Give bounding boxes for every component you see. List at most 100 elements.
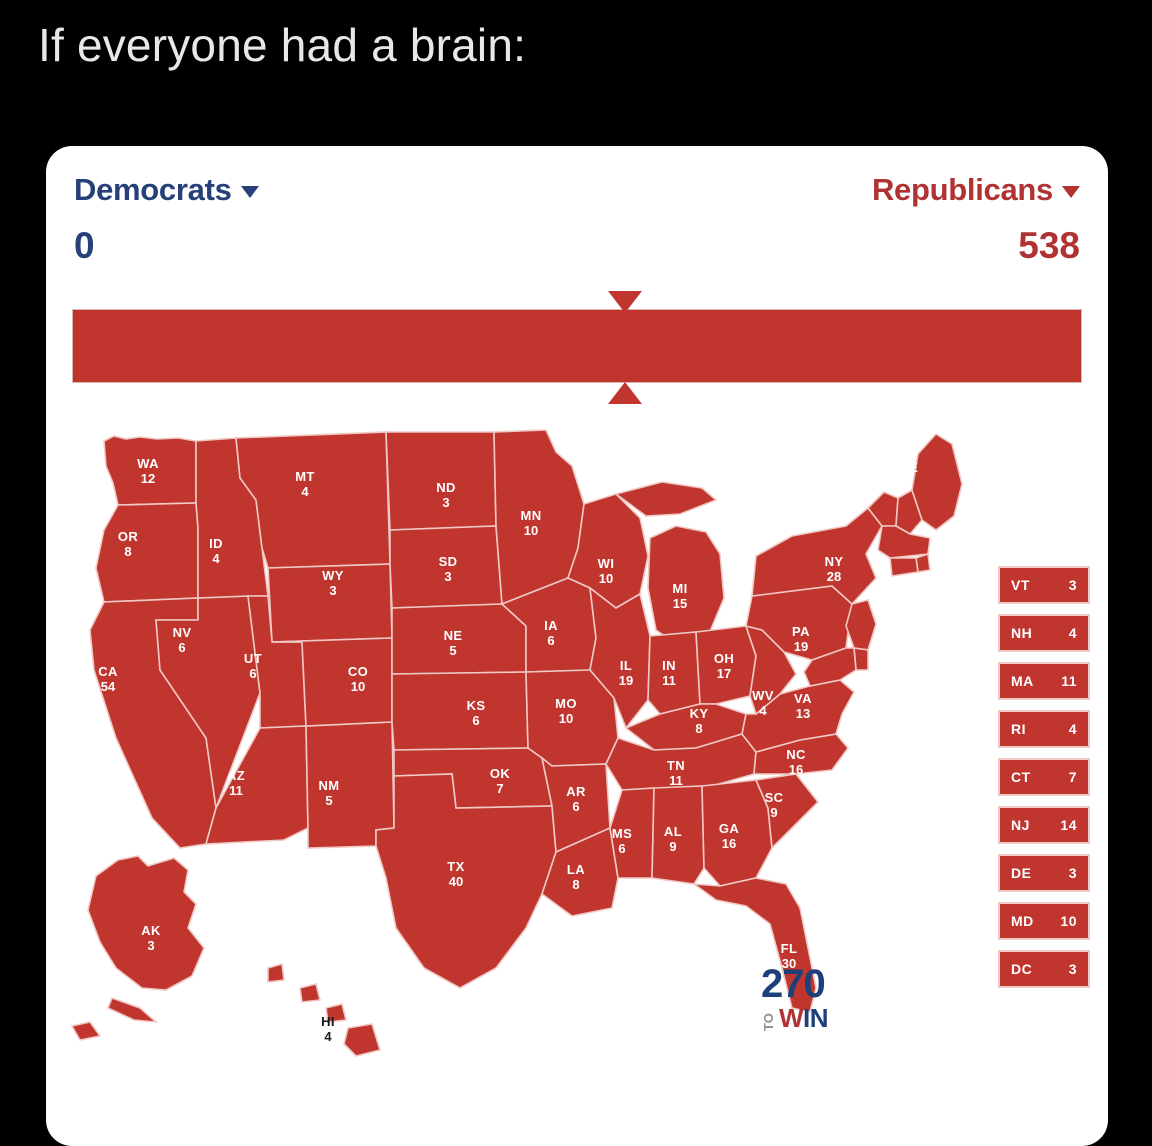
state-ks[interactable]: [391, 671, 529, 751]
legend-abbr-md: MD: [1011, 913, 1034, 929]
state-wa[interactable]: [103, 435, 197, 506]
logo-bottom-row: TO WIN: [761, 1005, 881, 1031]
state-abbr-wy: WY: [322, 568, 344, 583]
state-abbr-wi: WI: [598, 556, 615, 571]
state-abbr-va: VA: [794, 691, 812, 706]
republicans-dropdown[interactable]: Republicans: [872, 172, 1080, 208]
state-abbr-ny: NY: [825, 554, 844, 569]
state-tx[interactable]: [375, 773, 557, 989]
state-ak[interactable]: [70, 855, 205, 1041]
state-shapes[interactable]: [70, 429, 963, 1057]
state-abbr-id: ID: [209, 536, 223, 551]
legend-votes-ma: 11: [1061, 673, 1077, 689]
chevron-down-icon-democrats[interactable]: [240, 186, 259, 198]
legend-box-ri[interactable]: RI 4: [998, 710, 1090, 748]
state-ct[interactable]: [889, 557, 919, 577]
state-abbr-ar: AR: [566, 784, 586, 799]
state-votes-va: 13: [796, 706, 810, 721]
state-abbr-ia: IA: [544, 618, 558, 633]
state-votes-pa: 19: [794, 639, 808, 654]
state-abbr-mt: MT: [295, 469, 315, 484]
logo-win-text: WIN: [779, 1003, 829, 1033]
legend-box-nj[interactable]: NJ 14: [998, 806, 1090, 844]
state-abbr-nd: ND: [436, 480, 456, 495]
legend-box-de[interactable]: DE 3: [998, 854, 1090, 892]
state-abbr-la: LA: [567, 862, 585, 877]
state-votes-ne: 5: [449, 643, 456, 658]
state-votes-mt: 4: [301, 484, 309, 499]
state-votes-wy: 3: [329, 583, 336, 598]
slider-track[interactable]: [72, 309, 1082, 383]
state-votes-il: 19: [619, 673, 633, 688]
state-votes-fl: 30: [782, 956, 796, 971]
state-votes-co: 10: [351, 679, 365, 694]
state-votes-sd: 3: [444, 569, 451, 584]
state-abbr-il: IL: [620, 658, 632, 673]
map-area: WA 12 OR 8 CA 54 NV 6 ID 4 MT 4 WY 3 UT 6 AZ 11 NM 5 CO 10 ND 3…: [56, 408, 1098, 1128]
state-hi[interactable]: [267, 962, 382, 1057]
state-abbr-ne: NE: [444, 628, 463, 643]
electoral-vote-slider[interactable]: [72, 291, 1082, 404]
legend-votes-ri: 4: [1068, 721, 1077, 737]
state-votes-tn: 11: [669, 773, 683, 788]
logo-270-text: 270: [761, 962, 826, 1006]
republican-vote-count: 538: [1018, 225, 1080, 266]
state-me[interactable]: [911, 432, 963, 531]
state-al[interactable]: [651, 785, 705, 885]
legend-box-ct[interactable]: CT 7: [998, 758, 1090, 796]
state-votes-la: 8: [572, 877, 579, 892]
state-votes-az: 11: [229, 783, 243, 798]
state-abbr-tx: TX: [447, 859, 464, 874]
state-abbr-co: CO: [348, 664, 368, 679]
legend-box-vt[interactable]: VT 3: [998, 566, 1090, 604]
chevron-down-icon-republicans[interactable]: [1062, 186, 1080, 198]
state-or[interactable]: [95, 502, 199, 603]
state-votes-tx: 40: [449, 874, 463, 889]
state-nj[interactable]: [845, 599, 877, 651]
republican-fill-bar: [73, 310, 1081, 382]
state-abbr-nv: NV: [173, 625, 192, 640]
legend-box-ma[interactable]: MA 11: [998, 662, 1090, 700]
state-votes-nm: 5: [325, 793, 332, 808]
state-votes-ga: 16: [722, 836, 736, 851]
legend-box-dc[interactable]: DC 3: [998, 950, 1090, 988]
state-abbr-mi: MI: [672, 581, 687, 596]
logo-to-text: TO: [761, 1013, 776, 1031]
state-abbr-nc: NC: [786, 747, 806, 762]
state-mi[interactable]: [614, 481, 725, 645]
state-votes-in: 11: [662, 673, 676, 688]
state-va[interactable]: [741, 679, 856, 753]
legend-box-md[interactable]: MD 10: [998, 902, 1090, 940]
state-ma[interactable]: [877, 525, 931, 559]
state-votes-me: 4: [904, 475, 912, 490]
legend-abbr-ri: RI: [1011, 721, 1026, 737]
legend-abbr-dc: DC: [1011, 961, 1033, 977]
meme-caption: If everyone had a brain:: [38, 19, 527, 71]
legend-votes-nh: 4: [1068, 625, 1077, 641]
state-abbr-or: OR: [118, 529, 139, 544]
legend-box-nh[interactable]: NH 4: [998, 614, 1090, 652]
state-abbr-ms: MS: [612, 826, 632, 841]
state-abbr-nm: NM: [318, 778, 339, 793]
state-votes-ny: 28: [827, 569, 841, 584]
state-md[interactable]: [803, 647, 857, 687]
state-abbr-wv: WV: [752, 688, 774, 703]
legend-votes-de: 3: [1068, 865, 1077, 881]
state-votes-wv: 4: [759, 703, 767, 718]
democrats-dropdown[interactable]: Democrats: [74, 172, 259, 208]
270towin-logo: 270 TO WIN: [761, 964, 881, 1036]
logo-in-letters: IN: [803, 1003, 829, 1033]
legend-abbr-de: DE: [1011, 865, 1032, 881]
legend-abbr-vt: VT: [1011, 577, 1030, 593]
state-abbr-ca: CA: [98, 664, 118, 679]
state-votes-ks: 6: [472, 713, 479, 728]
state-fl[interactable]: [691, 877, 817, 1013]
state-abbr-pa: PA: [792, 624, 810, 639]
vote-tally-row: 0 538: [74, 224, 1080, 272]
legend-votes-vt: 3: [1068, 577, 1077, 593]
state-abbr-sc: SC: [765, 790, 784, 805]
state-il[interactable]: [588, 586, 651, 730]
state-votes-wi: 10: [599, 571, 613, 586]
state-co[interactable]: [271, 637, 393, 727]
